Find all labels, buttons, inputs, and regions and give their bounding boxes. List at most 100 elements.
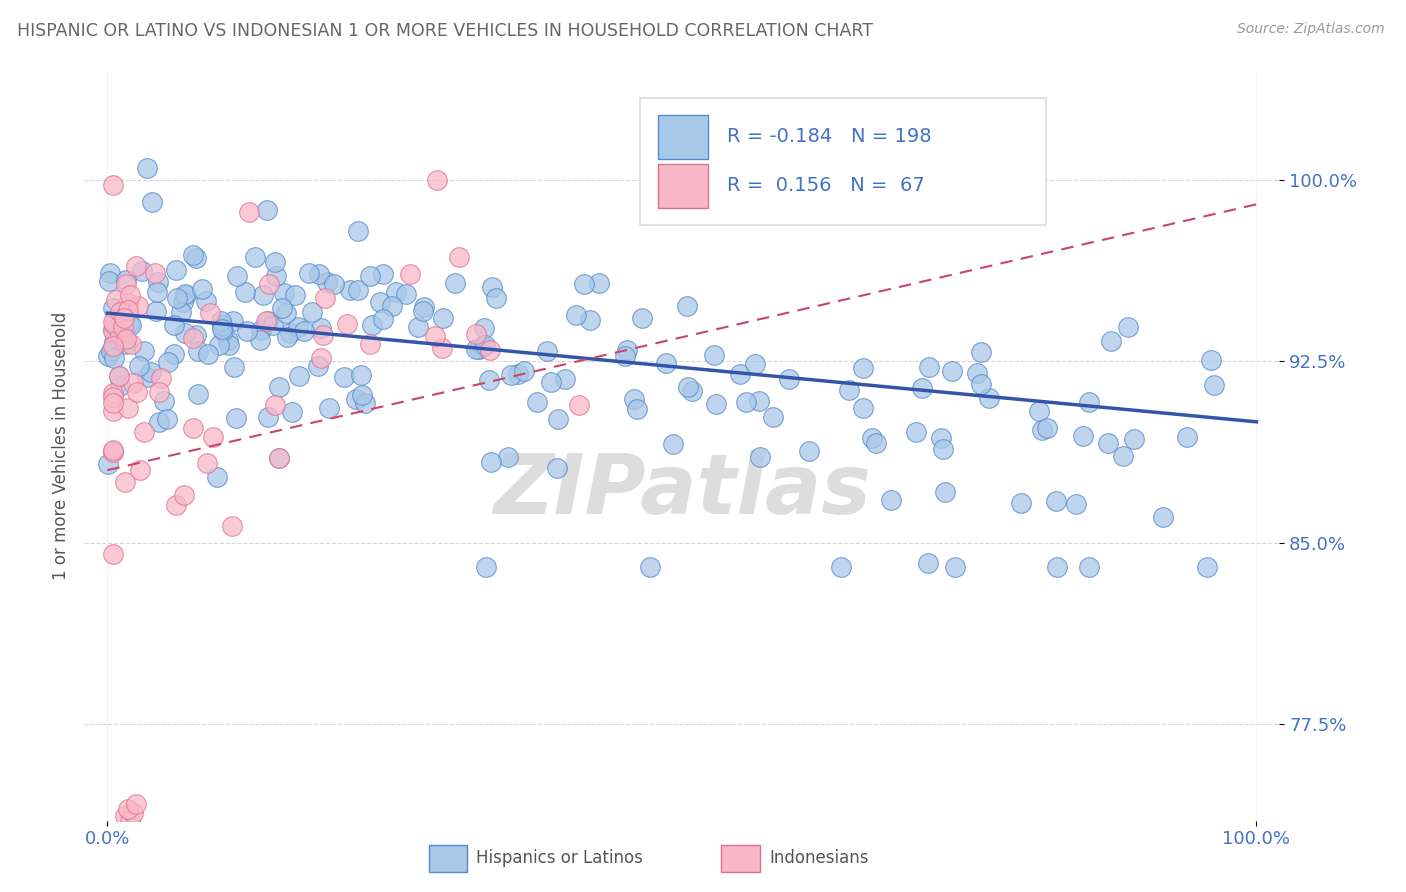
Point [554,372,576,386]
Point [1195,559,1218,574]
Point [273,285,295,300]
Point [181,248,204,262]
Point [298,266,321,280]
Point [496,450,519,464]
Point [176,288,198,302]
Point [728,368,751,382]
Point [385,285,408,299]
Point [485,291,508,305]
Point [120,318,142,332]
Point [132,425,155,439]
Point [117,801,139,815]
Point [1199,353,1222,368]
Point [508,367,530,381]
Point [274,306,297,320]
Point [749,450,772,465]
FancyBboxPatch shape [429,846,467,872]
Point [318,401,340,416]
Point [449,250,471,264]
Point [105,293,128,307]
Point [941,364,963,378]
Point [101,547,124,561]
Point [114,337,136,351]
Point [308,267,330,281]
Point [472,320,495,334]
Point [347,283,370,297]
Point [165,262,187,277]
Point [121,376,143,391]
Point [127,385,149,400]
Point [970,377,993,392]
Point [929,431,952,445]
Point [128,359,150,373]
Point [145,304,167,318]
Point [197,347,219,361]
Point [704,397,727,411]
Point [1122,432,1144,446]
Text: R =  0.156   N =  67: R = 0.156 N = 67 [727,176,925,195]
Point [222,360,245,375]
Point [430,341,453,355]
Point [478,373,501,387]
Point [547,412,569,426]
Point [101,322,124,336]
Point [860,431,883,445]
Point [111,320,134,334]
Point [187,343,209,358]
Point [266,268,288,283]
Point [157,354,180,368]
Point [101,324,124,338]
Point [703,348,725,362]
Point [406,319,429,334]
Point [141,194,163,209]
Point [155,412,177,426]
Point [588,277,610,291]
Point [1078,394,1101,409]
Point [616,343,638,358]
Point [103,335,125,350]
Point [165,498,187,512]
Point [879,492,901,507]
Point [744,358,766,372]
Point [135,370,157,384]
Point [676,380,699,394]
Point [254,314,277,328]
Point [1116,320,1139,334]
Point [150,371,173,385]
Point [918,360,941,375]
Point [852,401,875,416]
Point [911,381,934,395]
Point [368,295,391,310]
Point [184,251,207,265]
Point [186,328,208,343]
Point [166,291,188,305]
Point [371,267,394,281]
Point [235,285,257,299]
Text: Indonesians: Indonesians [769,849,869,867]
Point [536,344,558,359]
Point [114,475,136,489]
Point [117,401,139,416]
Point [1010,496,1032,510]
Point [572,277,595,292]
Point [917,556,939,570]
Point [103,318,125,332]
Text: HISPANIC OR LATINO VS INDONESIAN 1 OR MORE VEHICLES IN HOUSEHOLD CORRELATION CHA: HISPANIC OR LATINO VS INDONESIAN 1 OR MO… [17,22,873,40]
Point [934,485,956,500]
Point [134,344,156,359]
Point [361,318,384,333]
Point [412,303,434,318]
Point [115,277,138,291]
Point [103,351,125,365]
Point [112,329,135,343]
Point [1066,497,1088,511]
Point [120,336,142,351]
Point [1028,404,1050,418]
Point [465,327,488,342]
Point [101,444,124,458]
Point [207,338,229,352]
Point [162,347,184,361]
Point [735,395,758,409]
Point [481,455,503,469]
Point [226,269,249,284]
